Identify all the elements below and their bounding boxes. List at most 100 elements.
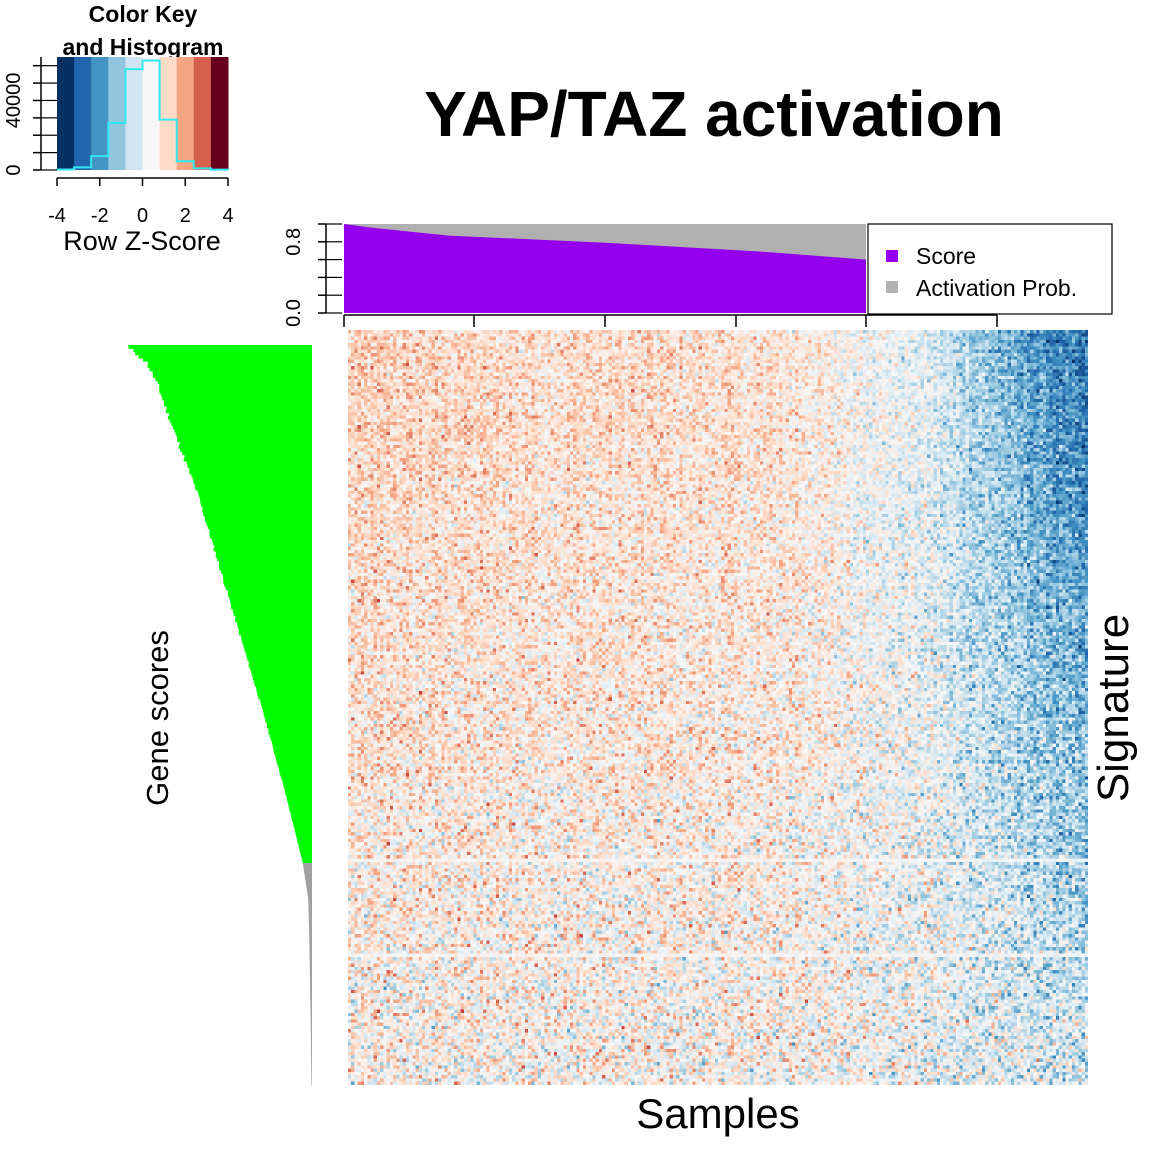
- gene-score-bar: [308, 914, 312, 919]
- score-legend-box: [867, 223, 1113, 315]
- gene-score-bar: [310, 1007, 312, 1012]
- gene-score-bar: [301, 856, 312, 861]
- gene-score-bar: [311, 1081, 313, 1086]
- gene-score-bar: [223, 576, 312, 581]
- gene-score-bar: [159, 390, 312, 394]
- gene-score-bar: [189, 470, 312, 475]
- gene-score-bar: [143, 357, 312, 362]
- color-key-xlabel: Row Z-Score: [63, 226, 221, 256]
- gene-score-bar: [308, 917, 312, 922]
- gene-score-bar: [192, 476, 312, 481]
- gene-score-bar: [135, 351, 312, 356]
- color-key-band: [91, 57, 109, 170]
- gene-score-bar: [256, 689, 312, 694]
- gene-score-bar: [308, 920, 312, 925]
- gene-score-bar: [310, 1027, 312, 1031]
- legend-label-activation: Activation Prob.: [916, 275, 1077, 301]
- gene-score-bar: [309, 946, 312, 951]
- gene-score-bar: [310, 1039, 312, 1044]
- gene-score-bar: [299, 846, 312, 851]
- gene-score-bar: [251, 669, 312, 674]
- gene-score-bar: [167, 415, 312, 420]
- gene-score-bar: [253, 679, 312, 684]
- gene-score-bar: [311, 1059, 312, 1064]
- color-key-band: [108, 57, 126, 170]
- heatmap-xlabel: Samples: [636, 1090, 799, 1137]
- gene-score-bar: [237, 624, 312, 629]
- gene-score-bar: [179, 441, 312, 446]
- gene-score-bar: [147, 361, 312, 365]
- gene-score-bar: [291, 814, 312, 819]
- gene-score-bar: [248, 660, 312, 665]
- gene-score-bar: [257, 692, 312, 697]
- gene-score-bar: [271, 740, 312, 745]
- gene-score-bar: [309, 924, 312, 928]
- gene-score-bar: [282, 779, 312, 784]
- gene-score-bar: [266, 724, 312, 729]
- gene-score-bar: [309, 969, 312, 973]
- score-area: [344, 224, 866, 313]
- gene-score-bar: [291, 817, 312, 822]
- gene-score-bar: [218, 563, 312, 568]
- gene-score-bar: [309, 965, 312, 970]
- gene-score-bar: [296, 834, 312, 838]
- gene-score-bar: [288, 805, 312, 809]
- gene-score-bar: [296, 837, 312, 842]
- gene-score-bar: [235, 618, 312, 623]
- gene-score-bar: [308, 901, 312, 906]
- gene-score-bar: [298, 843, 312, 848]
- gene-score-bar: [243, 644, 312, 649]
- gene-score-bar: [221, 570, 312, 575]
- legend-swatch-score: [886, 250, 898, 262]
- gene-score-bar: [256, 686, 312, 690]
- gene-score-bar: [178, 444, 312, 449]
- gene-score-bar: [309, 933, 312, 938]
- gene-score-bar: [200, 499, 312, 504]
- gene-score-bar: [270, 737, 312, 742]
- gene-score-bar: [183, 457, 312, 462]
- gene-score-bar: [252, 676, 312, 681]
- gene-score-bar: [138, 354, 312, 359]
- gene-score-bar: [310, 1014, 312, 1019]
- score-panel: 0.0 0.8 Score Activation Prob.: [283, 223, 1113, 327]
- gene-score-bar: [310, 1033, 312, 1038]
- gene-score-bar: [263, 711, 312, 716]
- gene-score-bar: [157, 380, 312, 385]
- gene-score-bar: [248, 663, 312, 668]
- gene-score-bar: [219, 567, 312, 571]
- gene-score-bar: [189, 467, 312, 472]
- gene-score-bar: [238, 631, 312, 636]
- gene-score-bar: [266, 721, 312, 726]
- gene-score-bar: [276, 760, 312, 764]
- gene-score-bar: [230, 599, 312, 603]
- gene-score-bar: [302, 859, 312, 864]
- gene-score-bar: [279, 769, 312, 774]
- color-key-band: [193, 57, 212, 170]
- gene-score-bar: [308, 904, 312, 909]
- gene-score-bar: [214, 544, 312, 549]
- gene-score-bar: [205, 518, 312, 523]
- gene-score-bar: [309, 959, 312, 964]
- gene-score-bar: [209, 534, 312, 539]
- gene-score-bar: [310, 982, 312, 986]
- gene-score-bar: [187, 464, 312, 468]
- gene-score-bar: [163, 399, 312, 404]
- gene-score-bar: [242, 641, 312, 645]
- color-key-band: [142, 57, 161, 170]
- gene-score-bar: [300, 850, 312, 854]
- gene-score-bar: [297, 840, 312, 845]
- gene-score-bar: [268, 731, 312, 735]
- gene-score-bar: [227, 592, 312, 597]
- gene-score-bar: [254, 682, 312, 687]
- gene-score-bar: [295, 830, 312, 835]
- gene-score-bar: [252, 673, 312, 677]
- legend-label-score: Score: [916, 243, 976, 269]
- legend-swatch-activation: [886, 281, 898, 293]
- gene-score-bar: [161, 393, 312, 398]
- gene-score-bar: [191, 473, 312, 478]
- gene-score-bar: [311, 1049, 312, 1054]
- gene-score-bar: [290, 811, 312, 816]
- gene-score-bar: [284, 785, 312, 790]
- gene-score-bar: [262, 705, 312, 710]
